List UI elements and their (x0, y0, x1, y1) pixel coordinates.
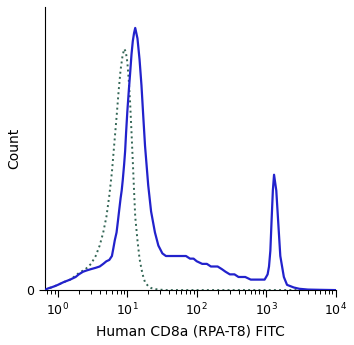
Y-axis label: Count: Count (7, 128, 21, 169)
X-axis label: Human CD8a (RPA-T8) FITC: Human CD8a (RPA-T8) FITC (96, 324, 285, 338)
